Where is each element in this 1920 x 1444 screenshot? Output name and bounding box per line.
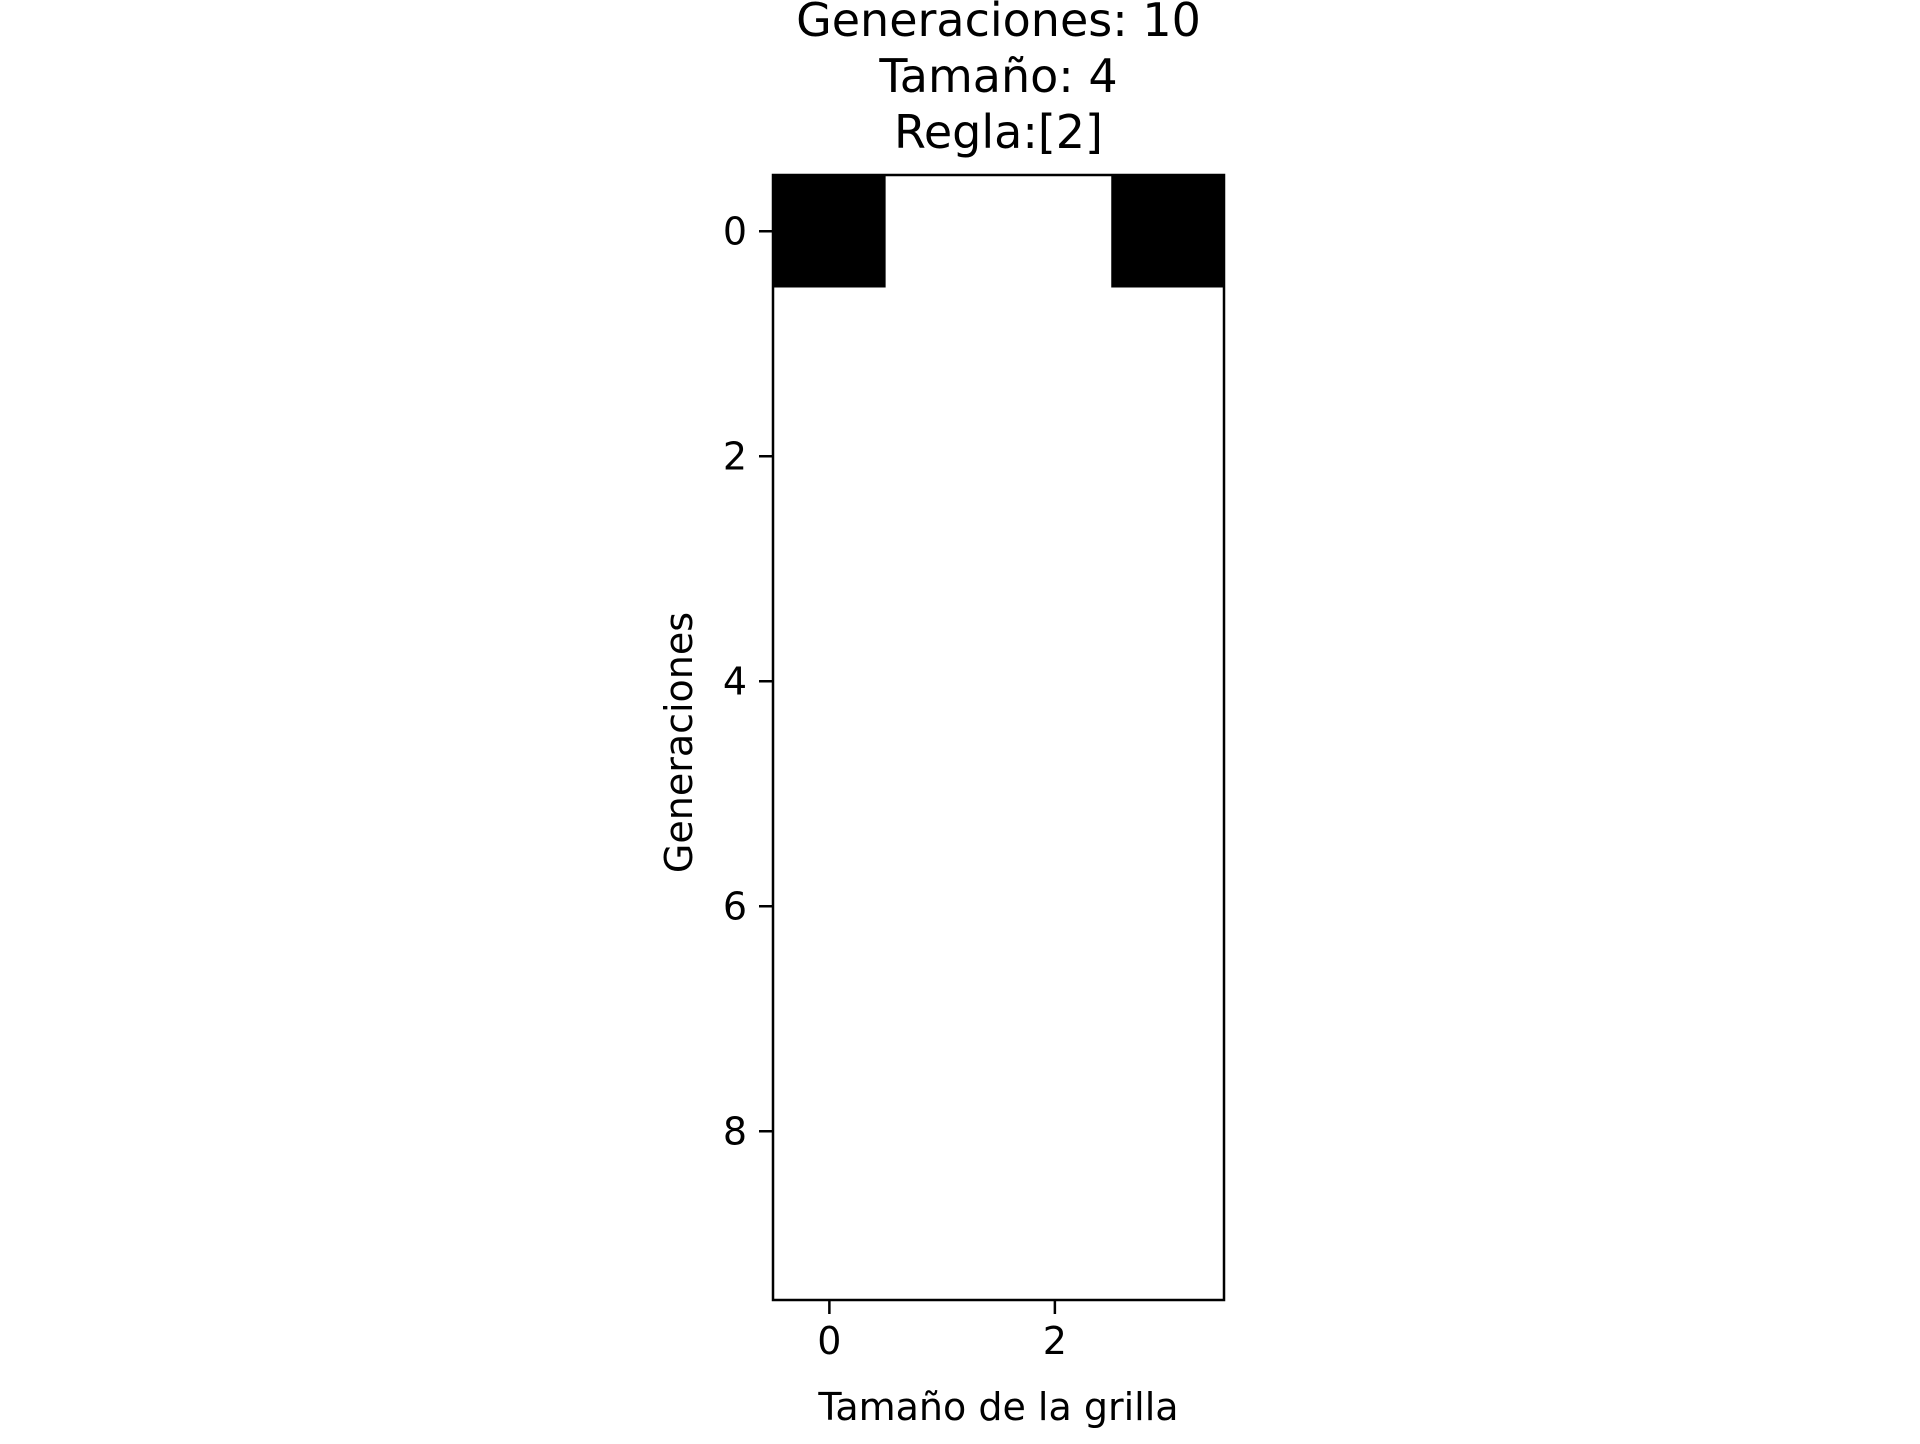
y-tick-label: 8 xyxy=(723,1109,747,1153)
heatmap-cell-r5-c0 xyxy=(773,737,886,850)
chart-title-line-2: Tamaño: 4 xyxy=(878,49,1117,103)
heatmap-cell-r9-c2 xyxy=(998,1187,1112,1300)
heatmap-cells xyxy=(773,175,1224,1300)
heatmap-cell-r1-c3 xyxy=(1111,287,1224,400)
y-axis-ticks: 0 2 4 6 8 xyxy=(723,209,773,1153)
heatmap-cell-r5-c3 xyxy=(1111,737,1224,850)
heatmap-cell-r8-c3 xyxy=(1111,1075,1224,1188)
heatmap-cell-r4-c2 xyxy=(998,625,1112,738)
y-tick-label: 2 xyxy=(723,434,747,478)
heatmap-cell-r2-c2 xyxy=(998,400,1112,513)
x-axis-label: Tamaño de la grilla xyxy=(817,1385,1178,1429)
y-tick-label: 4 xyxy=(723,659,747,703)
heatmap-cell-r1-c0 xyxy=(773,287,886,400)
y-tick-label: 0 xyxy=(723,209,747,253)
x-tick-label: 0 xyxy=(817,1319,841,1363)
heatmap-cell-r4-c1 xyxy=(885,625,999,738)
heatmap-cell-r9-c0 xyxy=(773,1187,886,1300)
plot-frame xyxy=(771,173,1226,1302)
heatmap-cell-r2-c3 xyxy=(1111,400,1224,513)
heatmap-cell-r5-c1 xyxy=(885,737,999,850)
chart-title-line-1: Generaciones: 10 xyxy=(796,0,1201,47)
heatmap-cell-r0-c1 xyxy=(885,175,999,288)
heatmap-cell-r6-c3 xyxy=(1111,850,1224,963)
heatmap-cell-r4-c3 xyxy=(1111,625,1224,738)
heatmap-cell-r2-c1 xyxy=(885,400,999,513)
heatmap-cell-r2-c0 xyxy=(773,400,886,513)
heatmap-cell-r3-c3 xyxy=(1111,512,1224,625)
heatmap-cell-r8-c1 xyxy=(885,1075,999,1188)
heatmap-cell-r7-c2 xyxy=(998,962,1112,1075)
heatmap-cell-r4-c0 xyxy=(773,625,886,738)
heatmap-cell-r6-c0 xyxy=(773,850,886,963)
heatmap-cell-r3-c1 xyxy=(885,512,999,625)
chart-title-line-3: Regla:[2] xyxy=(894,105,1103,159)
heatmap-cell-r6-c1 xyxy=(885,850,999,963)
heatmap-cell-r5-c2 xyxy=(998,737,1112,850)
heatmap-cell-r6-c2 xyxy=(998,850,1112,963)
heatmap-cell-r0-c3 xyxy=(1111,175,1224,288)
heatmap-cell-r1-c1 xyxy=(885,287,999,400)
heatmap-cell-r3-c2 xyxy=(998,512,1112,625)
heatmap-cell-r1-c2 xyxy=(998,287,1112,400)
y-axis-label: Generaciones xyxy=(657,612,701,873)
heatmap-cell-r8-c0 xyxy=(773,1075,886,1188)
heatmap-cell-r7-c1 xyxy=(885,962,999,1075)
heatmap-cell-r9-c1 xyxy=(885,1187,999,1300)
heatmap-cell-r3-c0 xyxy=(773,512,886,625)
heatmap-cell-r7-c3 xyxy=(1111,962,1224,1075)
y-tick-label: 6 xyxy=(723,884,747,928)
heatmap-cell-r0-c0 xyxy=(773,175,886,288)
heatmap-cell-r0-c2 xyxy=(998,175,1112,288)
x-tick-label: 2 xyxy=(1043,1319,1067,1363)
heatmap-cell-r7-c0 xyxy=(773,962,886,1075)
heatmap-cell-r8-c2 xyxy=(998,1075,1112,1188)
heatmap-cell-r9-c3 xyxy=(1111,1187,1224,1300)
